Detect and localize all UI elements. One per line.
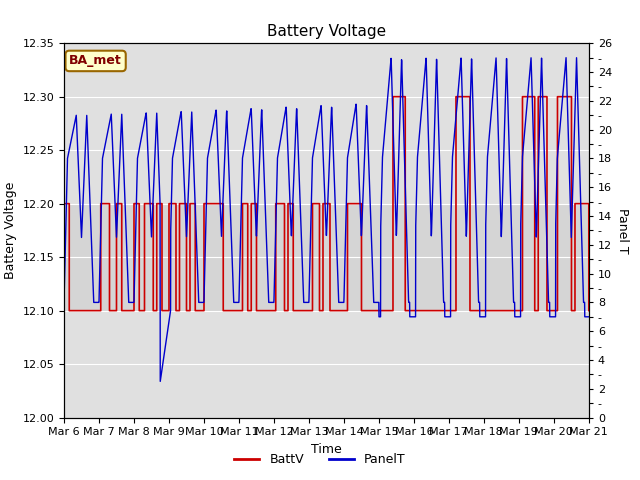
PanelT (156, 379, 164, 384)
Title: Battery Voltage: Battery Voltage (267, 24, 386, 39)
BattV (120, 308, 128, 313)
PanelT (151, 150, 159, 156)
PanelT (262, 209, 269, 215)
BattV (389, 94, 397, 99)
BattV (518, 308, 526, 313)
BattV (585, 308, 593, 313)
BattV (284, 201, 292, 206)
X-axis label: Time: Time (311, 443, 342, 456)
PanelT (562, 55, 570, 60)
Text: BA_met: BA_met (69, 54, 122, 67)
PanelT (585, 314, 593, 320)
BattV (151, 308, 159, 313)
BattV (65, 308, 73, 313)
Bar (64, 204, 589, 311)
BattV (575, 201, 582, 206)
PanelT (518, 164, 526, 169)
PanelT (120, 168, 128, 174)
Line: BattV: BattV (64, 96, 589, 311)
PanelT (284, 154, 292, 159)
PanelT (575, 134, 582, 140)
Y-axis label: Panel T: Panel T (616, 207, 628, 253)
BattV (262, 308, 269, 313)
Y-axis label: Battery Voltage: Battery Voltage (4, 182, 17, 279)
BattV (60, 201, 68, 206)
Line: PanelT: PanelT (64, 58, 589, 382)
Legend: BattV, PanelT: BattV, PanelT (229, 448, 411, 471)
PanelT (60, 300, 68, 305)
